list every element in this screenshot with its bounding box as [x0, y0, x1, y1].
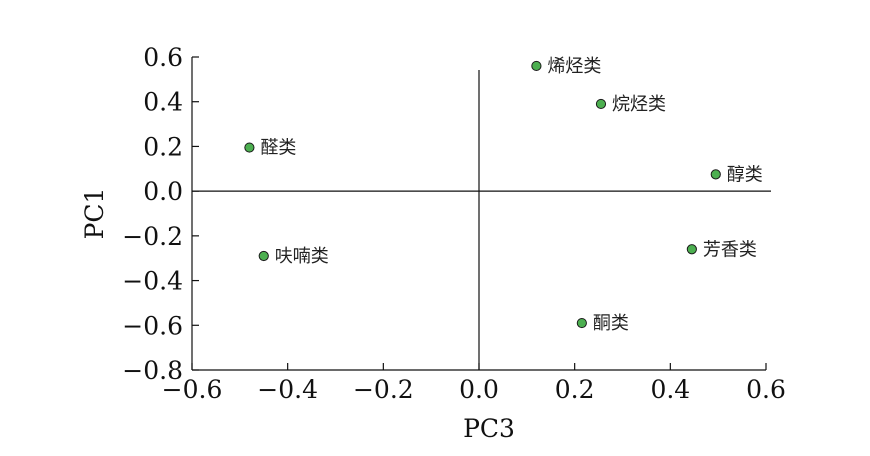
- x-tick-label: 0.0: [459, 375, 499, 404]
- y-tick-label: 0.0: [143, 177, 183, 206]
- data-point: [531, 60, 542, 72]
- y-tick-label: −0.6: [122, 311, 183, 340]
- y-tick-label: −0.8: [122, 356, 183, 385]
- x-axis-title: PC3: [463, 414, 515, 443]
- point-label: 烷烃类: [612, 94, 666, 115]
- data-point: [686, 244, 697, 255]
- point-label: 酮类: [593, 313, 629, 334]
- y-tick-label: −0.2: [122, 222, 183, 251]
- data-point: [576, 317, 587, 329]
- y-ticks: 0.6 0.4 0.2 0.0 −0.2 −0.4 −0.6 −0.8: [122, 43, 199, 385]
- y-tick-label: 0.2: [143, 132, 183, 161]
- data-point: [595, 98, 607, 110]
- data-point: [244, 142, 255, 153]
- data-point: [258, 250, 269, 262]
- data-point: [710, 169, 721, 180]
- point-label: 醇类: [727, 164, 763, 185]
- x-tick-label: −0.6: [162, 375, 223, 404]
- x-tick-label: −0.4: [257, 375, 318, 404]
- point-label: 呋喃类: [275, 246, 329, 267]
- x-tick-label: −0.2: [353, 375, 414, 404]
- x-tick-label: 0.4: [650, 375, 690, 404]
- y-axis-title: PC1: [80, 188, 109, 240]
- point-label: 芳香类: [703, 239, 757, 260]
- y-tick-label: 0.4: [143, 88, 183, 117]
- point-label: 醛类: [260, 138, 296, 159]
- x-tick-label: 0.6: [746, 375, 786, 404]
- x-ticks: −0.6 −0.4 −0.2 0.0 0.2 0.4 0.6: [162, 363, 786, 404]
- y-tick-label: −0.4: [122, 267, 183, 296]
- x-tick-label: 0.2: [555, 375, 595, 404]
- point-label: 烯烃类: [547, 56, 601, 77]
- y-tick-label: 0.6: [143, 43, 183, 72]
